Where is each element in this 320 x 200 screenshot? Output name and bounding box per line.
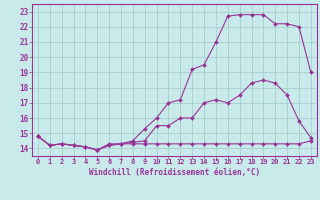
X-axis label: Windchill (Refroidissement éolien,°C): Windchill (Refroidissement éolien,°C) (89, 168, 260, 177)
